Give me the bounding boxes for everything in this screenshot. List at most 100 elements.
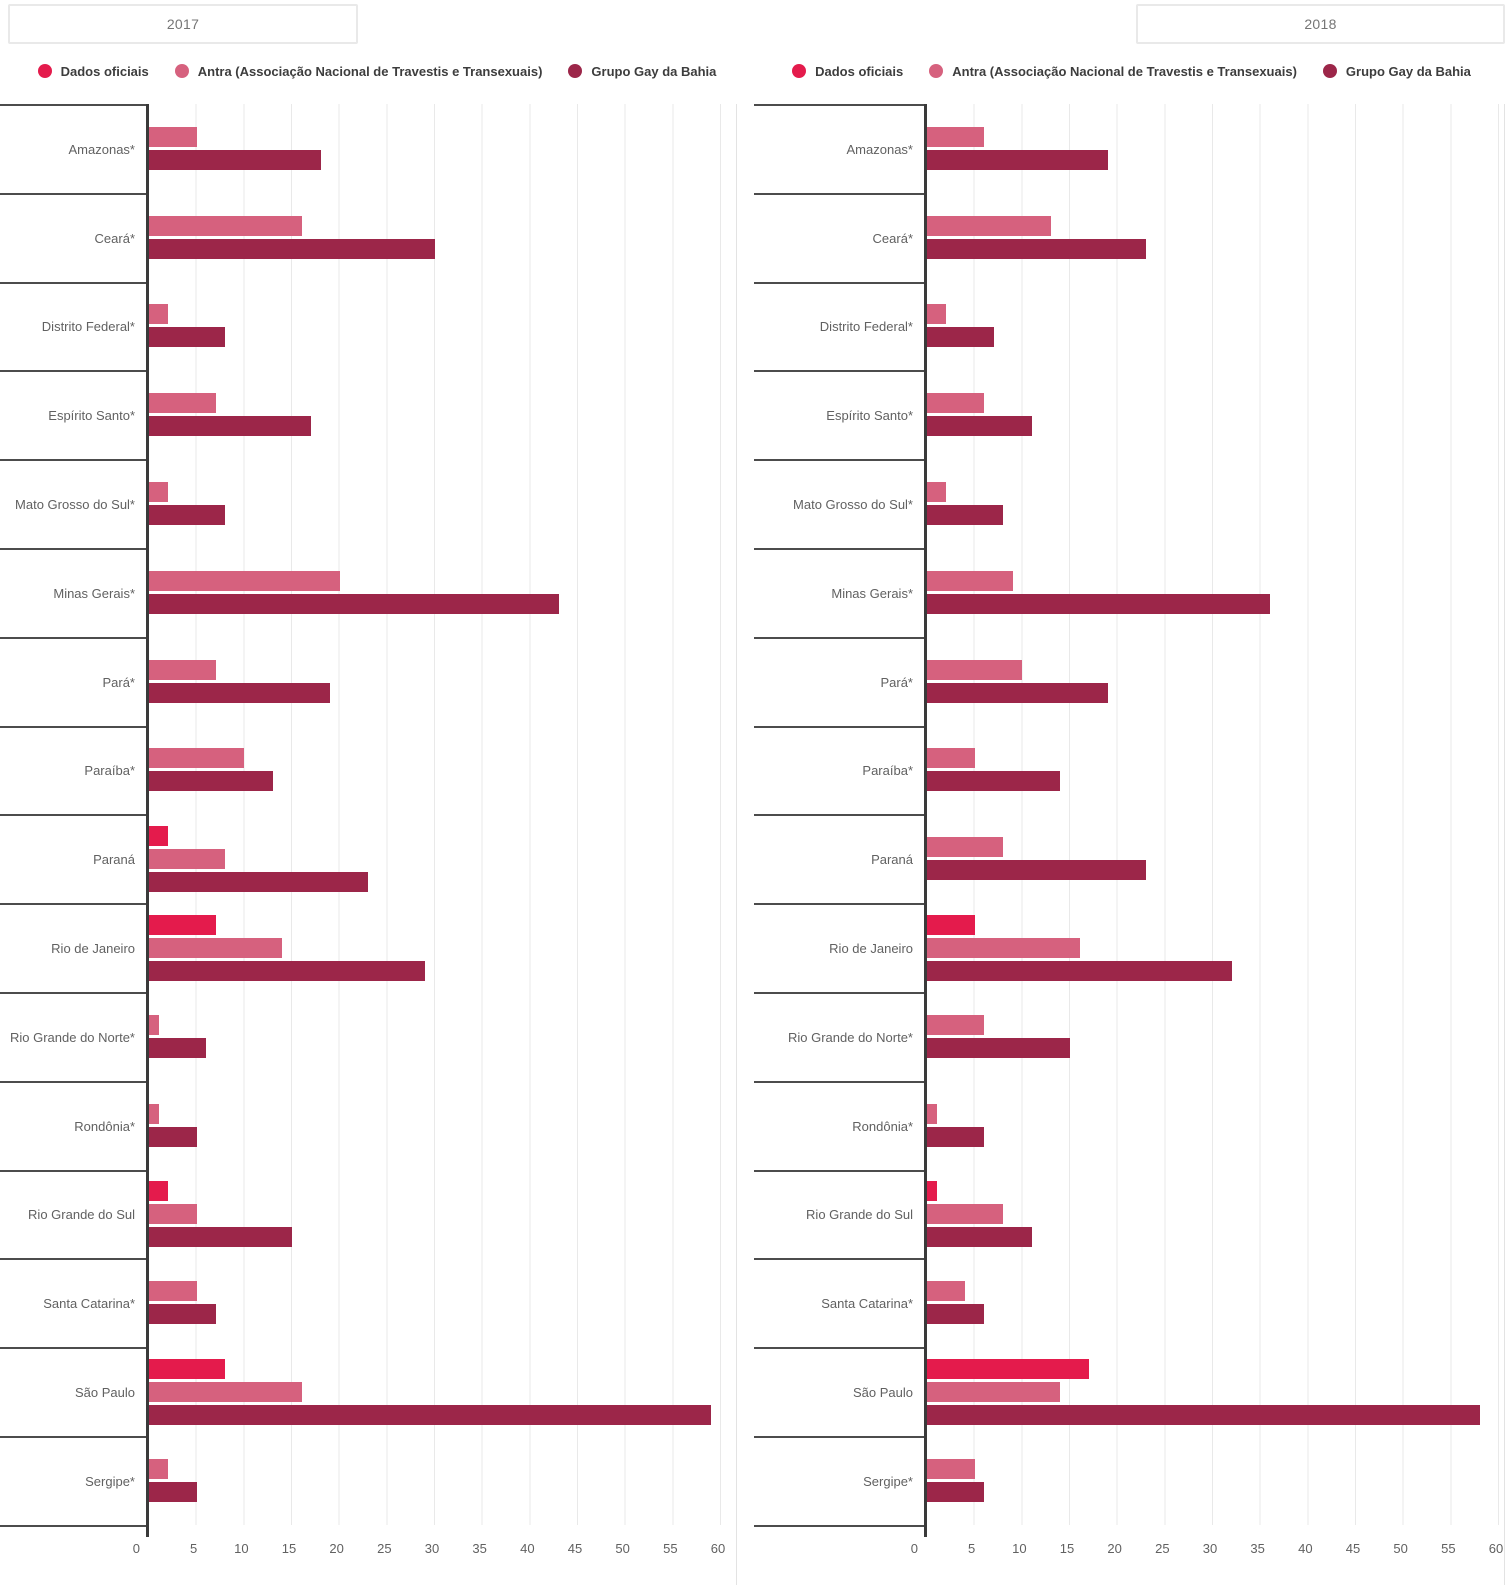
x-tick-45: 45 <box>1345 1540 1361 1556</box>
row-sergipe: Sergipe* <box>754 1435 1504 1525</box>
x-tick-20: 20 <box>329 1540 344 1556</box>
state-label-rio-grande-do-sul: Rio Grande do Sul <box>754 1169 924 1259</box>
bar-grupo-gay-da-bahia-mato-grosso-do-sul <box>927 505 1004 526</box>
row-sao-paulo: São Paulo <box>0 1347 736 1436</box>
tab-2018[interactable]: 2018 <box>1136 4 1505 44</box>
plot-rondonia <box>146 1080 736 1170</box>
bar-dados-oficiais-rio-de-janeiro <box>149 914 216 935</box>
state-label-rio-grande-do-sul: Rio Grande do Sul <box>0 1169 146 1259</box>
row-mato-grosso-do-sul: Mato Grosso do Sul* <box>754 459 1504 548</box>
legend-item-antra-associacao-nacional-de-travestis-e-transexuais[interactable]: Antra (Associação Nacional de Travestis … <box>174 63 543 79</box>
plot-sao-paulo <box>924 1347 1504 1436</box>
row-paraiba: Paraíba* <box>754 725 1504 815</box>
plot-rondonia <box>924 1080 1504 1170</box>
bar-antra-associacao-nacional-de-travestis-e-transexuais-rio-grande-do-norte <box>149 1014 159 1035</box>
x-tick-5: 5 <box>190 1540 198 1556</box>
legend-label-grupo-gay-da-bahia: Grupo Gay da Bahia <box>591 63 717 79</box>
bar-antra-associacao-nacional-de-travestis-e-transexuais-sergipe <box>927 1458 975 1479</box>
x-tick-55: 55 <box>663 1540 678 1556</box>
state-label-mato-grosso-do-sul: Mato Grosso do Sul* <box>0 459 146 548</box>
row-parana: Paraná <box>754 814 1504 904</box>
bar-antra-associacao-nacional-de-travestis-e-transexuais-paraiba <box>927 748 975 769</box>
x-tick-25: 25 <box>377 1540 392 1556</box>
row-ceara: Ceará* <box>754 192 1504 282</box>
state-label-paraiba: Paraíba* <box>0 725 146 815</box>
x-tick-60: 60 <box>710 1540 726 1556</box>
bar-antra-associacao-nacional-de-travestis-e-transexuais-ceara <box>149 215 302 236</box>
bar-antra-associacao-nacional-de-travestis-e-transexuais-rio-grande-do-norte <box>927 1014 985 1035</box>
bar-antra-associacao-nacional-de-travestis-e-transexuais-mato-grosso-do-sul <box>149 482 169 503</box>
plot-sergipe <box>924 1435 1504 1525</box>
x-tick-35: 35 <box>472 1540 487 1556</box>
row-rio-grande-do-norte: Rio Grande do Norte* <box>0 991 736 1081</box>
plot-minas-gerais <box>924 547 1504 637</box>
x-tick-0: 0 <box>132 1540 140 1556</box>
plot-para <box>146 636 736 726</box>
bar-antra-associacao-nacional-de-travestis-e-transexuais-sergipe <box>149 1458 169 1479</box>
legend-item-antra-associacao-nacional-de-travestis-e-transexuais[interactable]: Antra (Associação Nacional de Travestis … <box>929 64 1297 79</box>
row-rio-grande-do-sul: Rio Grande do Sul <box>0 1169 736 1259</box>
plot-paraiba <box>146 725 736 815</box>
bar-grupo-gay-da-bahia-parana <box>927 860 1147 881</box>
bar-grupo-gay-da-bahia-paraiba <box>149 771 273 792</box>
bar-antra-associacao-nacional-de-travestis-e-transexuais-rio-grande-do-sul <box>149 1203 197 1224</box>
bar-dados-oficiais-parana <box>149 825 169 846</box>
bar-grupo-gay-da-bahia-sao-paulo <box>149 1404 712 1425</box>
bar-antra-associacao-nacional-de-travestis-e-transexuais-distrito-federal <box>927 304 947 325</box>
plot-amazonas <box>924 104 1504 193</box>
state-label-para: Pará* <box>0 636 146 726</box>
bar-antra-associacao-nacional-de-travestis-e-transexuais-mato-grosso-do-sul <box>927 482 947 503</box>
bar-antra-associacao-nacional-de-travestis-e-transexuais-rio-de-janeiro <box>149 937 283 958</box>
row-rondonia: Rondônia* <box>754 1080 1504 1170</box>
legend-item-dados-oficiais[interactable]: Dados oficiais <box>37 64 149 79</box>
tab-2017-label: 2017 <box>166 16 200 32</box>
legend-dot-dados-oficiais-icon <box>37 64 52 78</box>
row-ceara: Ceará* <box>0 192 736 282</box>
x-tick-50: 50 <box>1393 1540 1408 1556</box>
state-label-parana: Paraná <box>0 814 146 903</box>
bar-grupo-gay-da-bahia-espirito-santo <box>149 416 312 437</box>
row-minas-gerais: Minas Gerais* <box>754 547 1504 637</box>
row-rio-grande-do-sul: Rio Grande do Sul <box>754 1169 1504 1259</box>
bar-antra-associacao-nacional-de-travestis-e-transexuais-distrito-federal <box>149 304 169 325</box>
plot-rio-grande-do-norte <box>146 991 736 1081</box>
bar-grupo-gay-da-bahia-rio-grande-do-sul <box>927 1226 1032 1247</box>
panel-2017: 2017 Dados oficiais Antra (Associação Nac… <box>0 0 754 1585</box>
legend-label-antra-associacao-nacional-de-travestis-e-transexuais: Antra (Associação Nacional de Travestis … <box>197 63 543 79</box>
x-axis-spacer <box>0 1524 146 1585</box>
x-tick-40: 40 <box>520 1540 535 1556</box>
bar-grupo-gay-da-bahia-parana <box>149 871 369 892</box>
plot-amazonas <box>146 104 736 193</box>
bar-antra-associacao-nacional-de-travestis-e-transexuais-amazonas <box>927 126 985 147</box>
bar-dados-oficiais-rio-grande-do-sul <box>149 1180 169 1201</box>
x-tick-15: 15 <box>1059 1540 1075 1556</box>
legend-item-grupo-gay-da-bahia[interactable]: Grupo Gay da Bahia <box>568 64 716 79</box>
row-minas-gerais: Minas Gerais* <box>0 547 736 637</box>
plot-rio-grande-do-sul <box>146 1169 736 1259</box>
panel-2018: 2018 Dados oficiais Antra (Associação Nac… <box>754 0 1509 1585</box>
bar-antra-associacao-nacional-de-travestis-e-transexuais-santa-catarina <box>927 1281 966 1302</box>
plot-rio-de-janeiro <box>924 903 1504 992</box>
bar-dados-oficiais-rio-de-janeiro <box>927 914 975 935</box>
legend-item-grupo-gay-da-bahia[interactable]: Grupo Gay da Bahia <box>1322 63 1471 79</box>
row-espirito-santo: Espírito Santo* <box>0 370 736 460</box>
state-label-minas-gerais: Minas Gerais* <box>754 547 924 637</box>
plot-paraiba <box>924 725 1504 815</box>
state-label-rio-grande-do-norte: Rio Grande do Norte* <box>0 991 146 1081</box>
x-tick-30: 30 <box>424 1540 440 1556</box>
state-label-rondonia: Rondônia* <box>754 1080 924 1170</box>
bar-antra-associacao-nacional-de-travestis-e-transexuais-espirito-santo <box>149 393 216 414</box>
legend-item-dados-oficiais[interactable]: Dados oficiais <box>792 64 903 79</box>
tab-2017[interactable]: 2017 <box>8 4 358 44</box>
bar-antra-associacao-nacional-de-travestis-e-transexuais-rio-grande-do-sul <box>927 1203 1004 1224</box>
plot-ceara <box>146 192 736 282</box>
row-santa-catarina: Santa Catarina* <box>0 1258 736 1348</box>
row-amazonas: Amazonas* <box>754 104 1504 193</box>
bar-antra-associacao-nacional-de-travestis-e-transexuais-amazonas <box>149 126 197 147</box>
x-axis-2017: 0 5 10 15 20 25 30 35 40 45 50 55 60 <box>0 1524 736 1585</box>
bar-grupo-gay-da-bahia-para <box>927 682 1109 703</box>
legend-label-grupo-gay-da-bahia: Grupo Gay da Bahia <box>1345 63 1471 79</box>
row-parana: Paraná <box>0 814 736 904</box>
axis-line-stub <box>924 1524 927 1537</box>
bar-grupo-gay-da-bahia-ceara <box>149 238 435 259</box>
